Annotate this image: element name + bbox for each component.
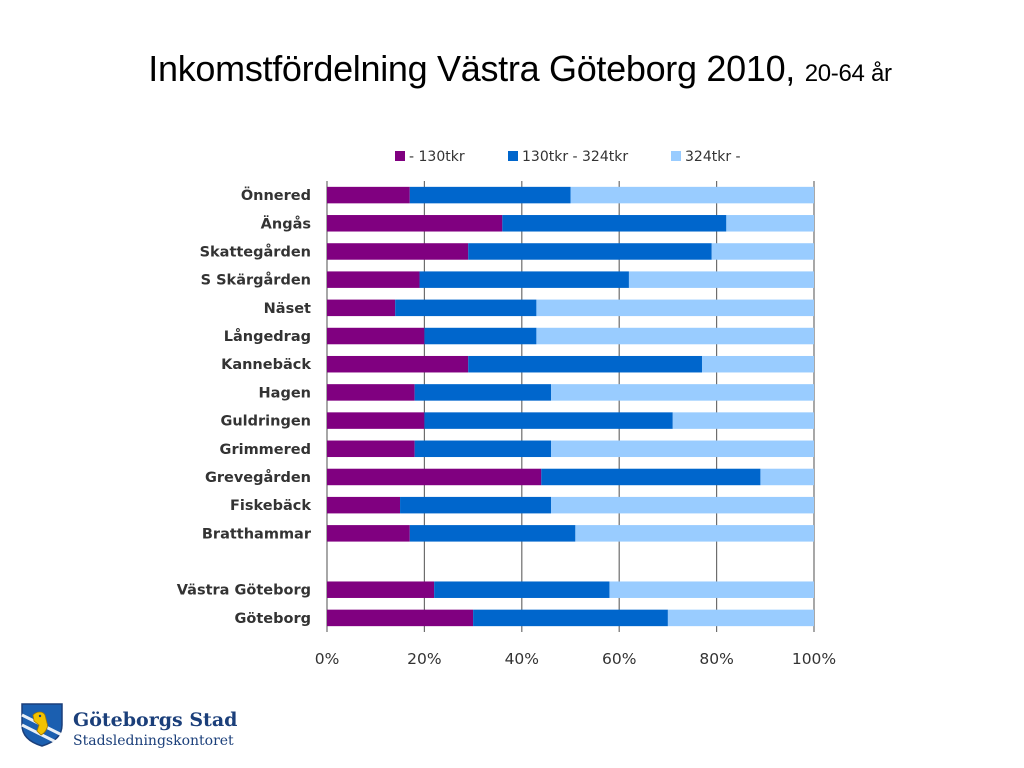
bar-segment [327, 525, 410, 542]
bar-segment [327, 215, 503, 232]
x-tick-label: 20% [407, 650, 441, 668]
legend-swatch [508, 151, 518, 161]
bar-segment [434, 581, 610, 598]
bar-segment [711, 243, 814, 260]
bar-segment [327, 186, 410, 204]
bar-segment [551, 496, 814, 514]
bar-segment [327, 327, 425, 345]
bar-segment [414, 384, 552, 401]
bar-segment [419, 271, 629, 288]
bar-segment [327, 581, 435, 598]
bar-segment [551, 384, 814, 401]
legend-swatch [395, 151, 405, 161]
x-tick-label: 0% [315, 650, 340, 668]
chart-title-sub: 20-64 år [804, 60, 892, 87]
category-label: Göteborg [234, 611, 311, 627]
bar-segment [468, 243, 712, 260]
category-label: Grimmered [220, 442, 311, 458]
bar-segment [468, 355, 702, 373]
category-label: Västra Göteborg [177, 583, 311, 599]
bar-segment [628, 271, 814, 288]
category-label: S Skärgården [201, 272, 311, 289]
bar-segment [701, 355, 814, 373]
x-tick-label: 40% [505, 650, 539, 668]
bar-segment [409, 525, 576, 542]
bar-segment [667, 609, 814, 627]
logo-title: Göteborgs Stad [73, 709, 238, 731]
bar-segment [575, 525, 814, 542]
bar-segment [551, 440, 814, 458]
bar-segment [327, 412, 425, 429]
category-label: Guldringen [220, 414, 311, 430]
bar-segment [395, 299, 537, 317]
bar-segment [672, 412, 814, 429]
logo-subtitle: Stadsledningskontoret [73, 733, 234, 749]
chart-title-main: Inkomstfördelning Västra Göteborg 2010, [148, 48, 795, 89]
legend-label: - 130tkr [409, 149, 465, 165]
bar-segment [726, 215, 814, 232]
bar-segment [473, 609, 668, 627]
legend-swatch [671, 151, 681, 161]
bar-segment [327, 468, 542, 486]
bar-segment [327, 299, 396, 317]
goteborg-coat-of-arms-icon [21, 703, 63, 747]
category-label: Näset [264, 301, 311, 317]
category-label: Bratthammar [202, 526, 312, 542]
category-label: Långedrag [224, 328, 311, 345]
stacked-bar-chart: 0% 20% 40% 60% 80% 100% Önnered Ängås Skattegård… [177, 149, 836, 668]
bar-segment [536, 327, 814, 345]
bar-segment [414, 440, 552, 458]
bar-segment [327, 243, 469, 260]
bar-segment [327, 271, 420, 288]
bar-segment [541, 468, 761, 486]
bar-segment [424, 412, 673, 429]
bar-segment [760, 468, 814, 486]
bar-segment [327, 384, 415, 401]
category-label: Ängås [261, 215, 311, 232]
category-label: Skattegården [200, 243, 311, 260]
bar-segment [327, 609, 474, 627]
bar-segment [424, 327, 537, 345]
category-label: Hagen [259, 385, 311, 401]
category-label: Önnered [241, 186, 311, 204]
bar-segment [409, 186, 571, 204]
bar-segment [400, 496, 552, 514]
bar-segment [327, 440, 415, 458]
x-tick-label: 80% [699, 650, 733, 668]
category-label: Fiskebäck [230, 498, 311, 514]
legend-label: 130tkr - 324tkr [522, 149, 628, 165]
bar-segment [570, 186, 814, 204]
x-tick-label: 100% [792, 650, 836, 668]
bar-segment [536, 299, 814, 317]
chart-title: Inkomstfördelning Västra Göteborg 2010, … [0, 48, 1024, 90]
bar-segment [327, 355, 469, 373]
bar-segment [609, 581, 814, 598]
legend-label: 324tkr - [685, 149, 741, 165]
bar-segment [502, 215, 727, 232]
category-label: Grevegården [205, 469, 311, 486]
bar-segment [327, 496, 401, 514]
x-tick-label: 60% [602, 650, 636, 668]
category-label: Kannebäck [221, 357, 311, 373]
